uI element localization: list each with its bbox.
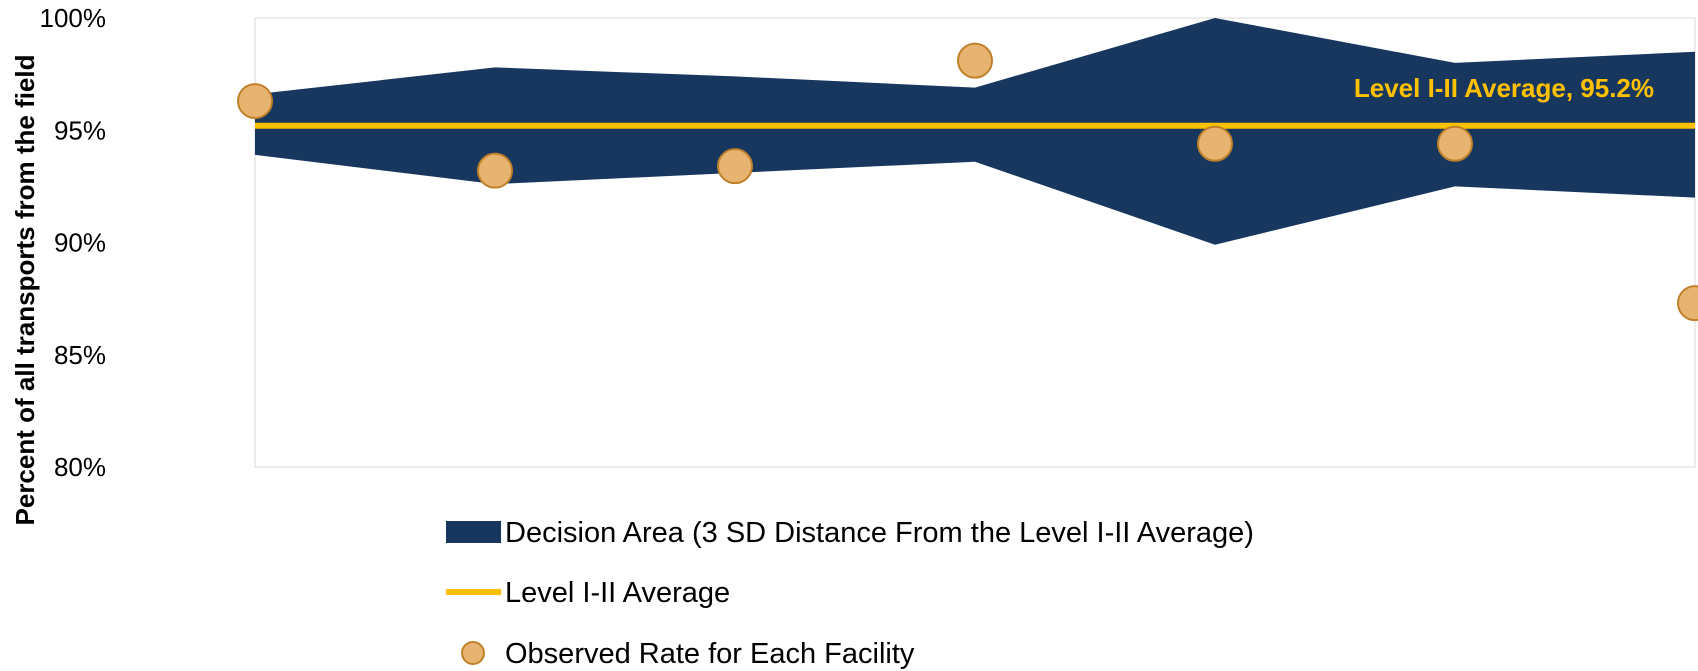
y-tick-label: 90%: [54, 228, 106, 258]
data-point: [1197, 125, 1233, 162]
legend-point-swatch: [461, 641, 485, 665]
average-annotation: Level I-II Average, 95.2%: [1354, 73, 1654, 103]
data-point: [477, 152, 513, 189]
decision-area-polygon: [255, 18, 1695, 245]
legend-band-swatch: [446, 521, 501, 543]
y-tick-label: 80%: [54, 452, 106, 482]
y-tick-label: 95%: [54, 115, 106, 145]
y-axis-label: Percent of all transports from the field: [10, 55, 40, 526]
y-tick-label: 100%: [40, 3, 107, 33]
legend-average-label: Level I-II Average: [505, 577, 730, 609]
data-point: [717, 148, 753, 185]
data-point: [957, 42, 993, 79]
data-point: [1677, 285, 1698, 322]
legend-point-label: Observed Rate for Each Facility: [505, 638, 915, 670]
data-point: [1437, 125, 1473, 162]
decision-area-band: [255, 18, 1695, 245]
observed-points: [237, 42, 1698, 322]
y-axis-ticks: 80% 85% 90% 95% 100%: [40, 3, 107, 482]
legend: Decision Area (3 SD Distance From the Le…: [446, 517, 1254, 670]
legend-band-label: Decision Area (3 SD Distance From the Le…: [505, 517, 1254, 549]
data-point: [237, 83, 273, 120]
y-tick-label: 85%: [54, 340, 106, 370]
